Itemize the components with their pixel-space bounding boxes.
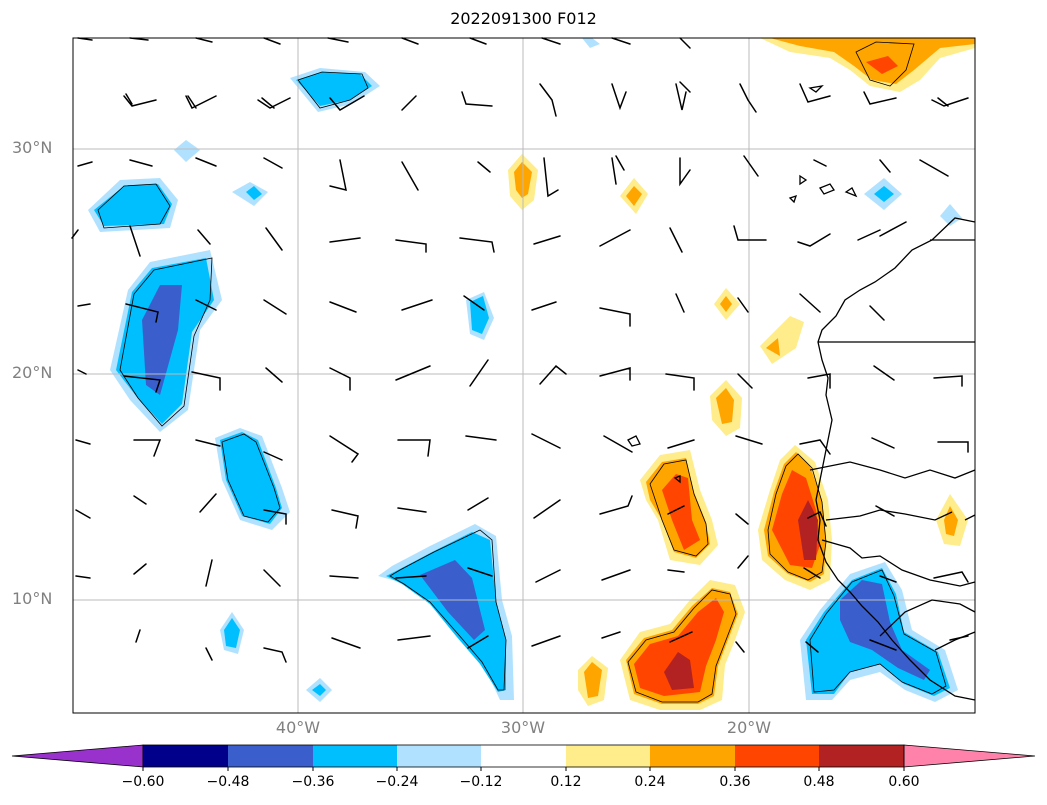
map-title: 2022091300 F012	[450, 9, 597, 28]
colorbar-extend-high	[903, 744, 1036, 768]
lon-label-30w: 30°W	[500, 718, 546, 737]
colorbar-tick-label: −0.12	[459, 774, 503, 790]
positive-anomaly-regions	[508, 38, 975, 710]
lat-label-10n: 10°N	[12, 589, 53, 608]
lon-label-20w: 20°W	[726, 718, 772, 737]
gridlines	[73, 38, 975, 713]
colorbar-tick-label: 0.36	[719, 774, 751, 790]
colorbar-tick-label: 0.12	[550, 774, 582, 790]
colorbar-tick-label: −0.60	[121, 774, 165, 790]
colorbar-bin	[228, 745, 313, 767]
lat-label-20n: 20°N	[12, 363, 53, 382]
colorbar-bin	[313, 745, 397, 767]
colorbar-tick-label: 0.60	[888, 774, 920, 790]
colorbar-bin	[566, 745, 650, 767]
coastline	[627, 85, 976, 701]
lat-label-30n: 30°N	[12, 138, 53, 157]
colorbar-tick-label: −0.24	[375, 774, 419, 790]
colorbar-bin	[143, 745, 228, 767]
colorbar-tick-label: −0.48	[206, 774, 250, 790]
colorbar-bin	[819, 745, 904, 767]
colorbar-bin	[481, 745, 566, 767]
wind-barbs	[71, 37, 969, 663]
colorbar-bin	[397, 745, 481, 767]
plot-frame	[72, 37, 976, 714]
colorbar-tick-label: 0.24	[634, 774, 666, 790]
negative-anomaly-regions	[88, 38, 962, 702]
lon-label-40w: 40°W	[275, 718, 321, 737]
colorbar-tick-label: −0.36	[291, 774, 335, 790]
contour-lines	[97, 41, 947, 703]
colorbar	[11, 744, 1036, 771]
colorbar-bin	[735, 745, 819, 767]
colorbar-extend-low	[11, 744, 144, 768]
colorbar-bin	[650, 745, 735, 767]
colorbar-tick-label: 0.48	[803, 774, 835, 790]
